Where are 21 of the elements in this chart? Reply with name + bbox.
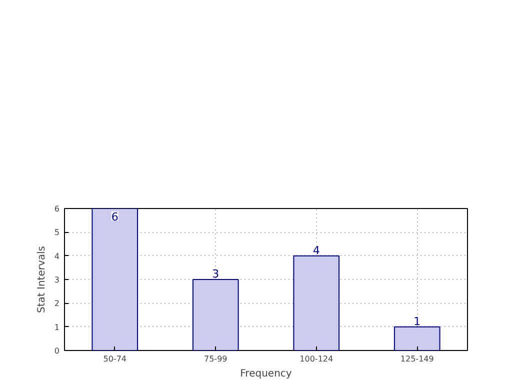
y-tick-label: 1 — [54, 322, 60, 332]
bar — [394, 326, 440, 350]
y-tick-label: 4 — [54, 252, 60, 261]
x-tick-label: 100-124 — [300, 354, 334, 364]
data-label: 6 — [111, 210, 118, 224]
data-label: 1 — [414, 314, 421, 328]
y-tick-label: 6 — [54, 204, 60, 214]
data-label: 3 — [212, 268, 220, 280]
x-tick-label: 75-99 — [204, 354, 228, 364]
x-tick-label: 125-149 — [400, 354, 434, 364]
data-label: 4 — [312, 244, 320, 257]
y-tick-label: 0 — [54, 346, 60, 356]
y-tick-label: 5 — [54, 228, 60, 238]
bar — [293, 255, 340, 350]
y-tick-label: 3 — [54, 276, 60, 284]
bar — [92, 208, 138, 350]
y-tick-label: 2 — [54, 299, 60, 308]
bar — [192, 279, 239, 350]
y-axis-title: Stat Intervals — [36, 246, 48, 313]
x-axis-title: Frequency — [240, 368, 292, 380]
x-tick-label: 50-74 — [103, 354, 126, 364]
